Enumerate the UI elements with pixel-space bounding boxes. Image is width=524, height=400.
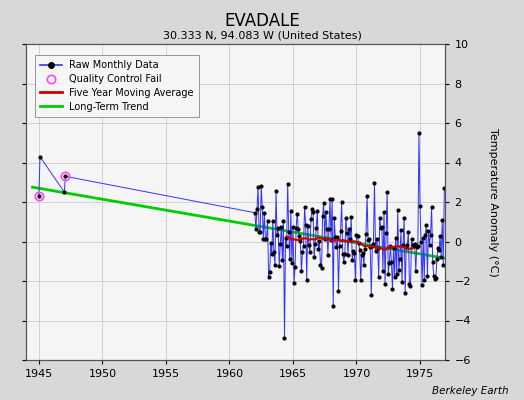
Text: Berkeley Earth: Berkeley Earth (432, 386, 508, 396)
Legend: Raw Monthly Data, Quality Control Fail, Five Year Moving Average, Long-Term Tren: Raw Monthly Data, Quality Control Fail, … (35, 55, 199, 116)
Text: EVADALE: EVADALE (224, 12, 300, 30)
Text: 30.333 N, 94.083 W (United States): 30.333 N, 94.083 W (United States) (162, 30, 362, 40)
Y-axis label: Temperature Anomaly (°C): Temperature Anomaly (°C) (488, 128, 498, 276)
